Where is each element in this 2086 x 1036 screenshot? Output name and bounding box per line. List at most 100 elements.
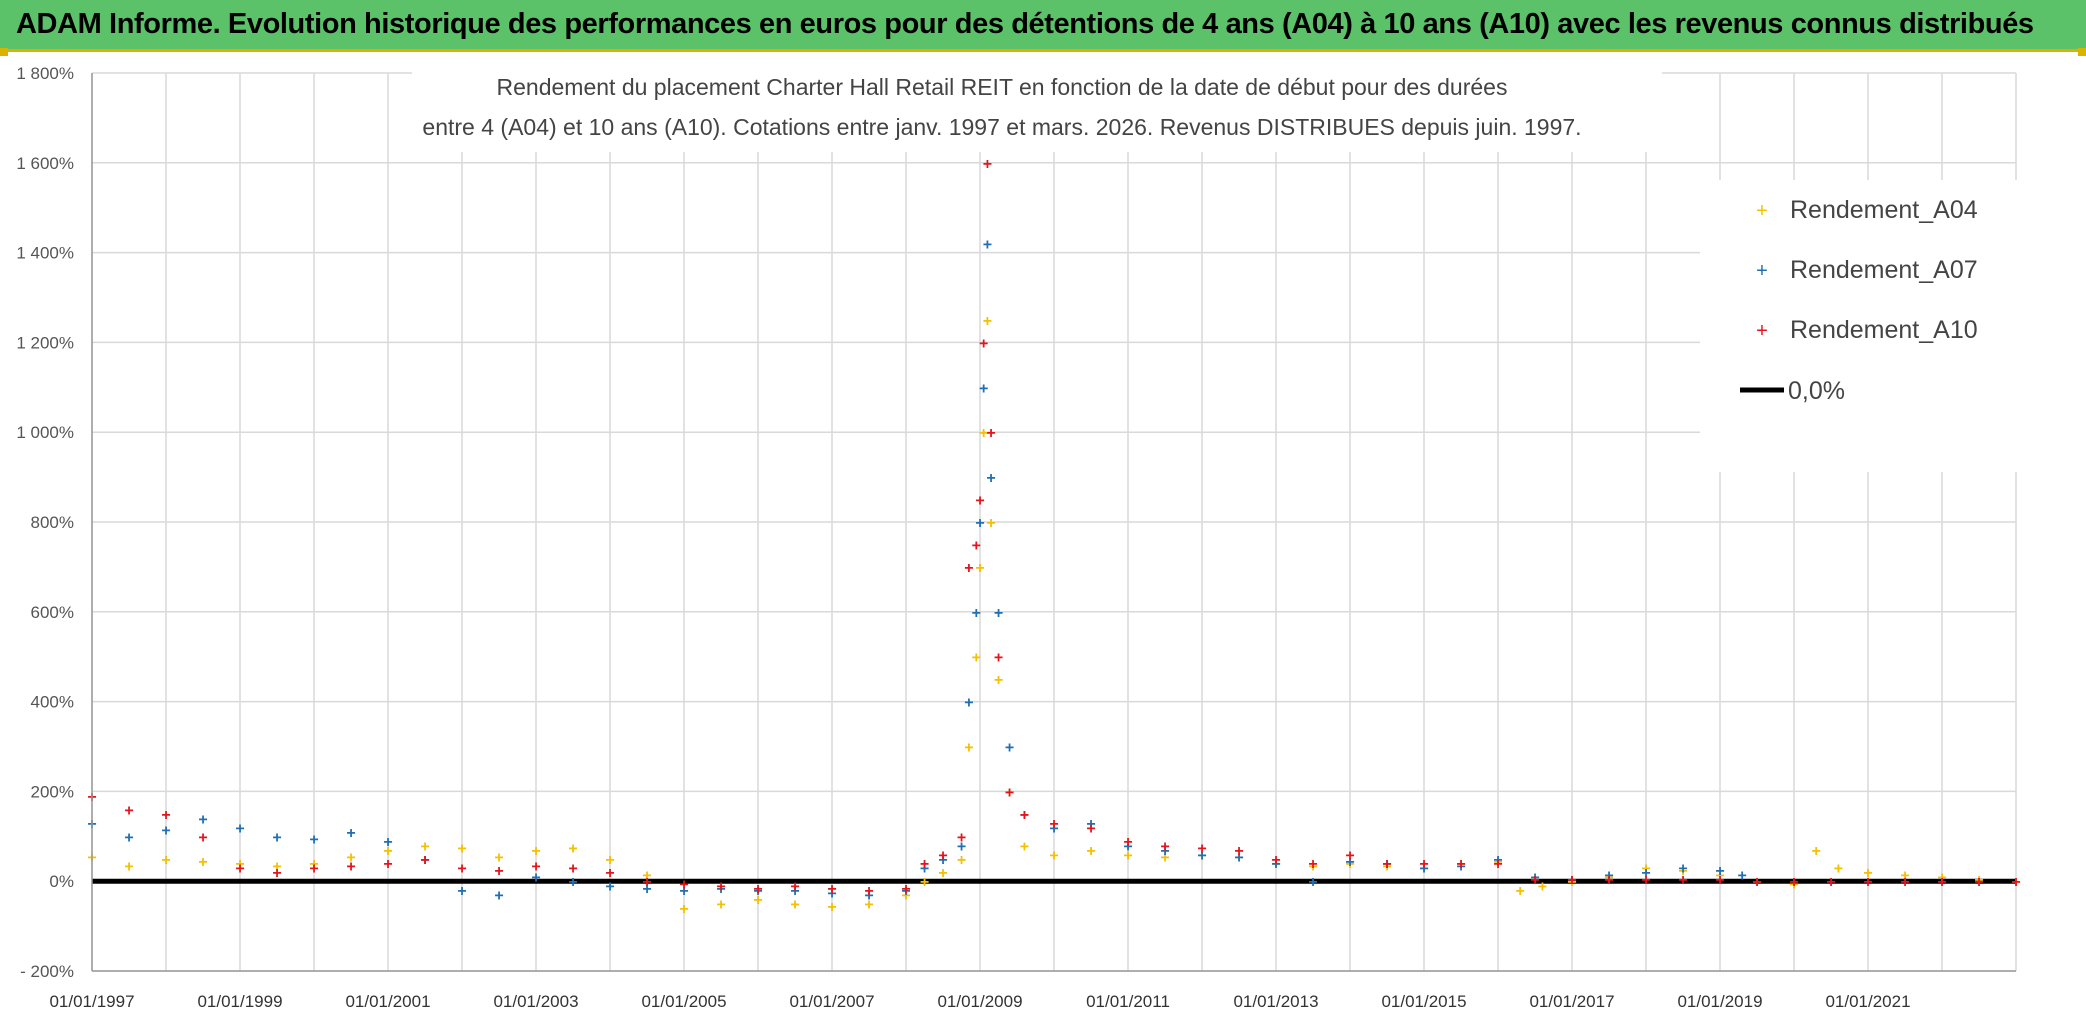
data-point: + [1937, 870, 1946, 887]
data-point: + [979, 335, 988, 352]
data-point: + [753, 881, 762, 898]
data-point: + [383, 856, 392, 873]
data-point: + [1834, 861, 1843, 878]
data-point: + [605, 879, 614, 896]
data-point: + [457, 861, 466, 878]
data-point: + [938, 847, 947, 864]
data-point: + [790, 883, 799, 900]
y-tick-label: 800% [31, 513, 74, 532]
legend-label-a10: Rendement_A10 [1790, 316, 1978, 344]
data-point: + [309, 856, 318, 873]
x-tick-label: 01/01/2019 [1677, 992, 1762, 1011]
data-point: + [1197, 847, 1206, 864]
data-point: + [1345, 847, 1354, 864]
data-point: + [1345, 856, 1354, 873]
data-point: + [1641, 861, 1650, 878]
data-point: + [1049, 820, 1058, 837]
data-point: + [235, 856, 244, 873]
data-point: + [1160, 850, 1169, 867]
x-tick-label: 01/01/2009 [937, 992, 1022, 1011]
y-tick-label: 400% [31, 693, 74, 712]
chart-legend: + Rendement_A04 + Rendement_A07 + Rendem… [1700, 180, 2018, 472]
data-point: + [679, 901, 688, 918]
data-point: + [901, 881, 910, 898]
data-points-layer: + + + + + + + + + ++ + ++++ + + + + +++++++++++++++ + + + + +… [87, 156, 2020, 918]
data-point: + [1641, 865, 1650, 882]
data-point: + [1789, 874, 1798, 891]
data-point: + [1020, 807, 1029, 824]
page-banner: ADAM Informe. Evolution historique des p… [0, 0, 2086, 52]
chart-area: + + + + + + + + + + + + + + + + + + + + + + + + + + + + + + + + + + + + + + + +… [0, 52, 2086, 1031]
data-point: + [346, 850, 355, 867]
data-point: + [272, 858, 281, 875]
data-point: + [1086, 820, 1095, 837]
y-tick-label: 1 800% [16, 64, 74, 83]
data-point: + [161, 807, 170, 824]
data-point: + [309, 861, 318, 878]
data-point: + [994, 672, 1003, 689]
data-point: + [642, 874, 651, 891]
legend-marker-a07: + [1756, 260, 1768, 282]
data-point: + [964, 560, 973, 577]
data-point: + [1493, 854, 1502, 871]
data-point: + [1308, 856, 1317, 873]
y-tick-label: 0% [49, 872, 74, 891]
data-point: + [309, 832, 318, 849]
data-point: + [1530, 872, 1539, 889]
data-point: + [642, 881, 651, 898]
data-point: + [531, 843, 540, 860]
data-point: + [1123, 847, 1132, 864]
data-point: + [1123, 834, 1132, 851]
data-point: + [979, 380, 988, 397]
data-point: + [957, 838, 966, 855]
x-tick-label: 01/01/2017 [1529, 992, 1614, 1011]
data-point: + [964, 695, 973, 712]
data-point: + [827, 885, 836, 902]
legend-label-a07: Rendement_A07 [1790, 256, 1978, 284]
data-point: + [198, 854, 207, 871]
data-point: + [1826, 874, 1835, 891]
data-point: + [1567, 872, 1576, 889]
data-point: + [1538, 879, 1547, 896]
data-point: + [198, 811, 207, 828]
data-point: + [1020, 838, 1029, 855]
data-point: + [1752, 874, 1761, 891]
data-point: + [975, 560, 984, 577]
legend-marker-a04: + [1756, 200, 1768, 222]
data-point: + [827, 881, 836, 898]
axis-layer: - 200% 0% 200% 400% 600% 800% 1 000% 1 200% 1 40… [16, 64, 2016, 1011]
data-point: + [1456, 858, 1465, 875]
data-point: + [1234, 850, 1243, 867]
data-point: + [1493, 856, 1502, 873]
data-point: + [161, 823, 170, 840]
data-point: + [790, 897, 799, 914]
data-point: + [983, 313, 992, 330]
data-point: + [1005, 784, 1014, 801]
x-tick-label: 01/01/2001 [345, 992, 430, 1011]
data-point: + [1863, 865, 1872, 882]
data-point: + [124, 802, 133, 819]
data-point: + [1516, 883, 1525, 900]
data-point: + [1123, 838, 1132, 855]
data-point: + [938, 852, 947, 869]
data-point: + [938, 865, 947, 882]
data-point: + [457, 883, 466, 900]
data-point: + [457, 841, 466, 858]
data-point: + [864, 897, 873, 914]
x-tick-label: 01/01/2013 [1233, 992, 1318, 1011]
data-point: + [494, 850, 503, 867]
data-point: + [272, 865, 281, 882]
data-point: + [1456, 856, 1465, 873]
data-point: + [420, 838, 429, 855]
data-point: + [983, 156, 992, 173]
data-point: + [972, 537, 981, 554]
data-point: + [1271, 856, 1280, 873]
data-point: + [920, 874, 929, 891]
data-point: + [972, 605, 981, 622]
data-point: + [983, 237, 992, 254]
y-tick-label: 1 200% [16, 333, 74, 352]
banner-title: ADAM Informe. Evolution historique des p… [16, 8, 2034, 40]
data-point: + [346, 825, 355, 842]
data-point: + [1974, 872, 1983, 889]
data-point: + [986, 425, 995, 442]
